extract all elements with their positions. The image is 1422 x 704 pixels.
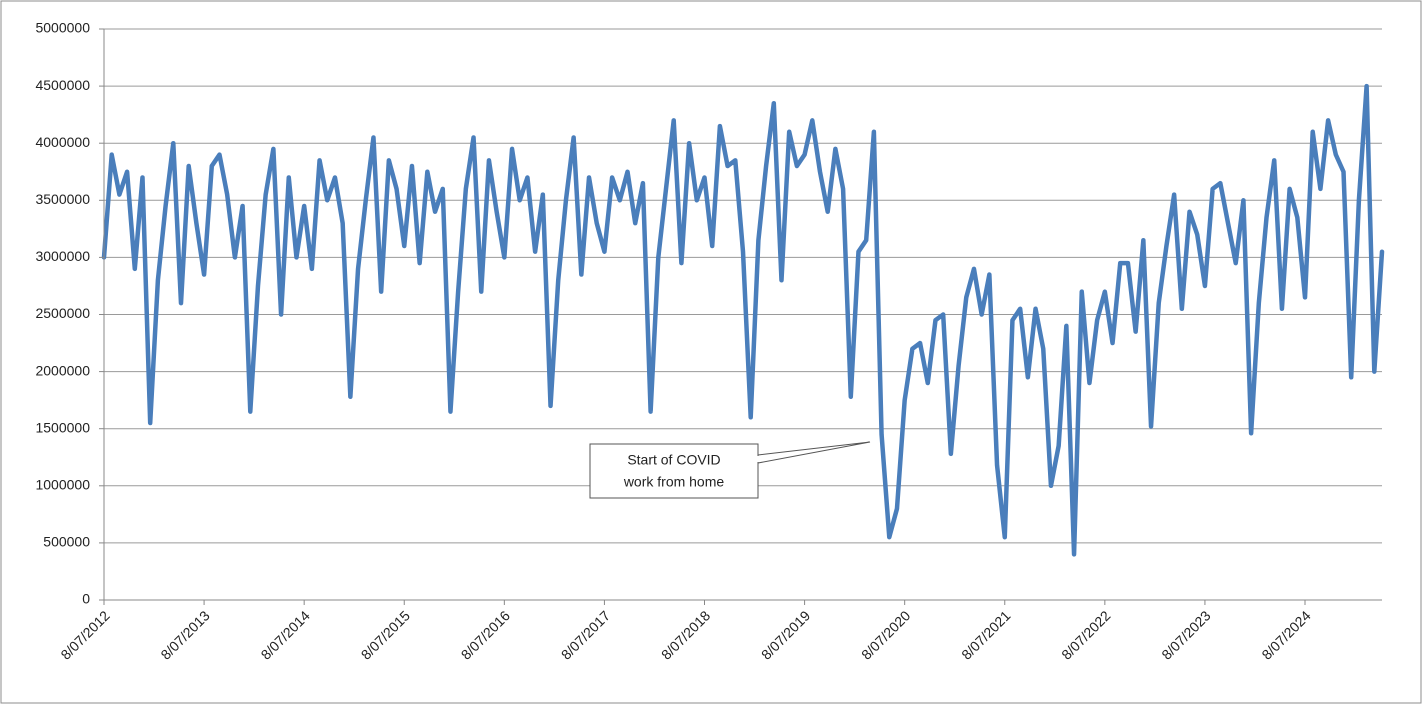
data-line	[101, 83, 1385, 557]
y-tick-label: 500000	[43, 534, 90, 550]
y-tick-label: 0	[82, 591, 90, 607]
annotation-text: Start of COVID	[627, 452, 720, 468]
y-tick-label: 3500000	[35, 191, 90, 207]
y-tick-label: 2000000	[35, 362, 90, 378]
y-tick-label: 1500000	[35, 419, 90, 435]
annotation-text: work from home	[623, 474, 725, 490]
y-tick-label: 3000000	[35, 248, 90, 264]
callout-pointer	[757, 441, 871, 464]
y-tick-label: 2500000	[35, 305, 90, 321]
y-tick-label: 5000000	[35, 20, 90, 36]
annotation-box	[589, 443, 759, 499]
y-tick-label: 4000000	[35, 134, 90, 150]
y-tick-label: 1000000	[35, 477, 90, 493]
y-tick-label: 4500000	[35, 77, 90, 93]
